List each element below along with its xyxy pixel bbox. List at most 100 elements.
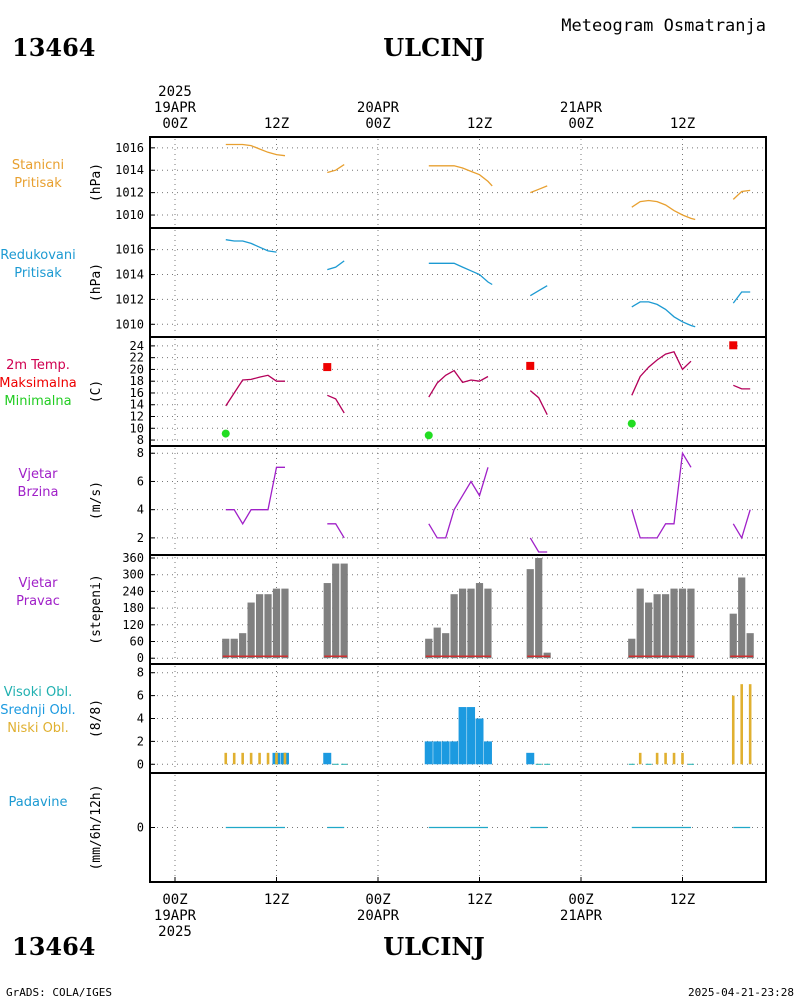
footer-timestamp: 2025-04-21-23:28 [688,986,794,999]
wind-dir-bar [543,652,551,659]
header-subtitle: Meteogram Osmatranja [561,16,766,36]
ytick-label: 24 [130,339,144,353]
panel-label: Redukovani [0,248,75,263]
station_pressure-line [428,165,493,187]
header-station-name: ULCINJ [383,33,484,62]
bottom-tick-label: 12Z [264,892,289,908]
ytick-label: 1016 [115,141,144,155]
wind-dir-bar [628,638,636,659]
panel-precipitation: 0 (mm/6h/12h) Padavine [9,772,767,883]
cloud-mid-bar [467,707,476,765]
wind-dir-bar [433,627,441,659]
ylabel-wind_direction: (stepeni) [89,574,104,644]
cloud-low-bar [266,752,270,765]
wind-dir-bar [475,583,484,659]
footer-credit: GrADS: COLA/IGES [6,986,112,999]
top-tick-label: 12Z [264,116,289,132]
top-tick-label: 00Z [162,116,187,132]
bottom-tick-label: 00Z [162,892,187,908]
panel-label: Minimalna [4,394,71,409]
ylabel-temperature: (C) [89,380,104,403]
ytick-label: 0 [137,757,144,771]
wind_speed-line [225,466,285,526]
ytick-label: 18 [130,374,144,388]
wind-dir-bar [222,638,230,659]
tmin-marker [424,431,433,440]
ylabel-clouds: (8/8) [89,699,104,738]
wind-dir-bar [458,588,467,659]
wind_speed-line [732,509,751,540]
ytick-label: 240 [122,584,144,598]
ytick-label: 6 [137,689,144,703]
panel-label: Vjetar [19,467,59,482]
cloud-low-bar [664,752,667,765]
wind-dir-bar [678,588,687,659]
reduced_pressure-line [529,285,548,297]
cloud-low-bar [672,752,676,765]
cloud-low-bar [638,752,642,765]
temperature-line [631,351,692,396]
ytick-label: 2 [137,734,144,748]
bottom-tick-label: 2025 [158,924,192,940]
station_pressure-line [225,143,286,157]
ytick-label: 10 [130,421,144,435]
ytick-label: 1010 [115,317,144,331]
cloud-low-bar [224,752,228,765]
reduced_pressure-line [327,260,345,271]
panel-wind_direction: 0 60 120 180 240 300 360 (stepeni) Vjetar Pravac [16,551,767,665]
panel-clouds: 0 2 4 6 8 (8/8) Visoki Obl. Srednji Obl. Niski O… [0,663,767,774]
bottom-tick-label: 12Z [467,892,492,908]
reduced_pressure-line [631,301,696,328]
cloud-mid-bar [483,741,492,765]
ytick-label: 4 [137,503,144,517]
panel-label: Pravac [16,594,60,609]
tmin-marker [221,429,230,438]
ytick-label: 14 [130,398,144,412]
wind-dir-bar [484,588,492,659]
cloud-low-bar [740,684,744,765]
top-tick-label: 12Z [670,116,695,132]
wind_speed-line [327,523,345,539]
wind-dir-bar [687,588,695,659]
temperature-line [327,394,345,414]
station_pressure-line [732,189,751,200]
wind-dir-bar [535,558,543,659]
wind-dir-bar [442,633,450,659]
station_pressure-line [327,164,345,174]
panels: 1010101210141016(hPa)StanicniPritisak101… [0,136,767,883]
ytick-label: 120 [122,618,144,632]
cloud-mid-bar [475,718,484,765]
cloud-mid-bar [323,752,332,765]
cloud-mid-bar [458,707,467,765]
tmax-marker [323,363,332,372]
bottom-tick-label: 00Z [568,892,593,908]
ytick-label: 6 [137,474,144,488]
wind-dir-bar [230,638,238,659]
panel-label: Vjetar [19,576,59,591]
top-tick-label: 21APR [560,100,603,116]
reduced_pressure-line [225,239,277,253]
top-tick-label: 2025 [158,84,192,100]
ytick-label: 16 [130,386,144,400]
wind-dir-bar [467,588,475,659]
wind-dir-bar [670,588,678,659]
panel-label: Stanicni [12,158,64,173]
ytick-label: 60 [130,635,144,649]
wind_speed-line [529,537,548,553]
temperature-line [733,384,751,390]
ytick-label: 0 [137,651,144,665]
ytick-label: 0 [137,821,144,835]
ytick-label: 1010 [115,208,144,222]
wind-dir-bar [645,602,653,659]
bottom-tick-label: 20APR [357,908,400,924]
wind-dir-bar [247,602,255,659]
ytick-label: 1012 [115,186,144,200]
wind_speed-line [631,451,692,539]
cloud-low-bar [748,684,752,765]
cloud-low-bar [275,752,278,765]
wind-dir-bar [323,583,331,659]
wind-dir-bar [255,594,264,659]
